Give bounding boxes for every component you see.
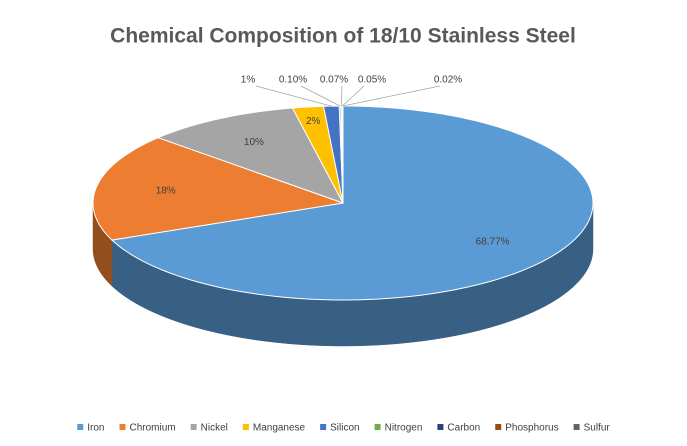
data-label: 0.02% (434, 75, 462, 86)
legend-swatch (242, 424, 249, 430)
legend-swatch (119, 424, 126, 430)
data-label: 0.07% (320, 75, 348, 86)
legend-swatch (77, 424, 84, 430)
data-label: 68.77% (476, 236, 510, 247)
data-label: 18% (156, 186, 176, 197)
slice (110, 105, 594, 301)
legend-label: Carbon (447, 423, 480, 434)
data-label: 10% (244, 137, 264, 148)
data-label: 0.05% (358, 75, 386, 86)
legend-swatch (437, 424, 444, 430)
leader-line (255, 85, 332, 107)
legend-label: Iron (87, 423, 104, 434)
data-label: 1% (241, 75, 256, 86)
legend-swatch (374, 424, 381, 430)
leader-line (300, 85, 341, 107)
leader-line (340, 85, 343, 107)
legend-label: Sulfur (584, 423, 611, 434)
chart-title: Chemical Composition of 18/10 Stainless … (110, 25, 576, 48)
legend-swatch (573, 424, 580, 430)
legend-label: Manganese (253, 423, 306, 434)
legend-swatch (320, 424, 327, 430)
legend-swatch (190, 424, 197, 430)
data-label: 2% (306, 116, 321, 127)
legend-swatch (495, 424, 502, 430)
legend-label: Silicon (330, 423, 359, 434)
legend-label: Chromium (130, 423, 176, 434)
leader-line (342, 85, 365, 107)
legend-label: Phosphorus (505, 423, 558, 434)
slice (156, 107, 345, 204)
slice (92, 137, 344, 241)
leader-line (342, 85, 441, 107)
legend-label: Nitrogen (385, 423, 423, 434)
data-label: 0.10% (279, 75, 307, 86)
legend-label: Nickel (201, 423, 228, 434)
